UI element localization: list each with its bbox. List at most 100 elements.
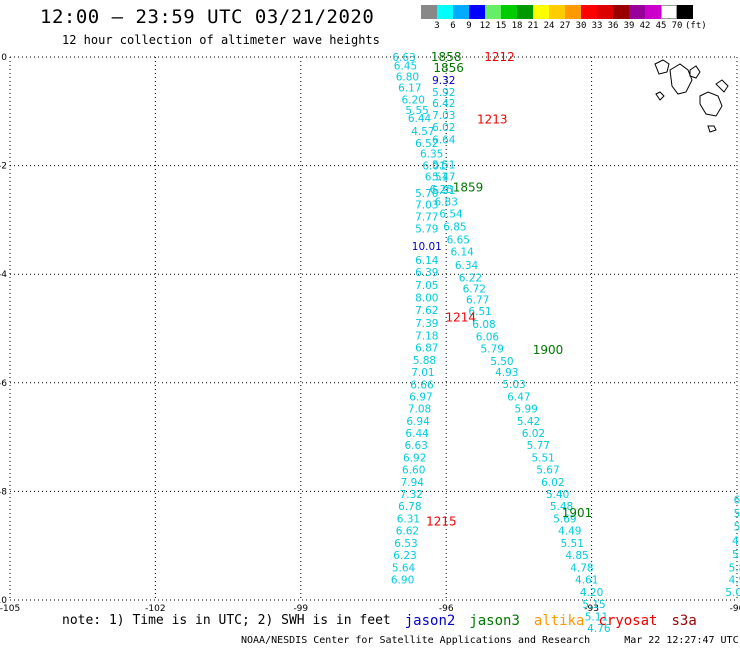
wave-height-label: 5.50 [490,356,513,368]
wave-height-label: 6.53 [394,538,417,550]
color-swatch [661,5,677,19]
wave-height-label: 7.62 [415,305,438,317]
wave-height-label: 6 [734,495,740,507]
color-scale-label: 70 [671,21,683,31]
page-subtitle: 12 hour collection of altimeter wave hei… [62,33,380,47]
wave-height-label: 5.47 [432,171,455,183]
wave-height-label: 6.52 [415,138,438,150]
wave-height-label: 5.69 [553,514,576,526]
wave-height-label: 5.03 [502,379,525,391]
legend-altika: altika [533,613,585,629]
pass-time-label: 1900 [533,343,564,357]
wave-height-label: 7.18 [415,331,438,343]
lon-tick-label: -102 [145,604,165,614]
lon-tick-label: -105 [0,604,20,614]
wave-height-label: 5.64 [392,562,416,574]
wave-height-label: 6.90 [391,574,414,586]
wave-height-label: 6.14 [450,246,474,258]
color-swatch [581,5,597,19]
lon-tick-label: -96 [439,604,454,614]
color-scale-label: 39 [623,21,635,31]
island-outline [654,59,670,75]
lat-tick-label: -10 [0,596,7,606]
wave-height-label: 6.08 [472,319,495,331]
wave-height-label: 6.65 [447,234,470,246]
pass-time-label: 1215 [426,514,457,528]
wave-height-label: 6.06 [476,332,500,344]
legend-note: note: 1) Time is in UTC; 2) SWH is in fe… [62,613,391,628]
wave-height-label: 7.94 [401,477,425,489]
wave-height-label: 6.23 [393,550,416,562]
color-scale-label: (ft) [685,21,707,31]
wave-height-label: 6.44 [408,113,432,125]
color-swatch [533,5,549,19]
lat-tick-label: -2 [0,162,7,172]
footer-credit: NOAA/NESDIS Center for Satellite Applica… [241,635,740,646]
wave-height-label: 5.67 [536,465,559,477]
color-swatch [485,5,501,19]
wave-height-label: 5.55 [405,105,428,117]
wave-height-label: 5.42 [517,416,540,428]
wave-height-label: 6.47 [507,391,530,403]
island-outline [707,125,717,133]
color-scale-label: 18 [511,21,523,31]
wave-height-label: 5.51 [531,453,554,465]
wave-height-label: 4. [732,535,740,547]
wave-height-label: 6.78 [398,501,421,513]
lat-tick-label: -4 [0,270,7,280]
wave-height-label: 4.76 [587,623,611,635]
wave-height-label: 6.60 [402,465,425,477]
wave-height-label: 7.39 [415,318,438,330]
wave-height-label: 6.85 [443,221,466,233]
island-outline [655,91,665,101]
color-scale-label: 24 [543,21,555,31]
color-swatch [501,5,517,19]
color-scale-label: 30 [575,21,587,31]
wave-height-label: 6.02 [522,428,545,440]
wave-height-label: 4.20 [580,587,603,599]
wave-height-label: 6.14 [415,255,439,267]
wave-height-label: 7.77 [415,212,438,224]
wave-height-label: 6.83 [435,196,458,208]
color-scale-label: 45 [655,21,667,31]
legend-jason3: jason3 [469,613,520,629]
color-swatch [629,5,645,19]
wave-height-label: 7.01 [411,367,434,379]
island-outline [669,63,693,95]
color-swatch [517,5,533,19]
color-scale-label: 33 [591,21,603,31]
wave-height-label: 5.48 [550,501,573,513]
color-swatch [469,5,485,19]
wave-height-label: 6.31 [397,514,420,526]
wave-height-label: 5.99 [514,403,537,415]
wave-height-label: 6.35 [420,149,443,161]
wave-height-label: 6.51 [468,306,491,318]
color-scale-label: 27 [559,21,571,31]
color-swatch [565,5,581,19]
lat-tick-label: -8 [0,487,7,497]
pass-time-label: 1858 [431,50,462,64]
wave-height-label: 5 [734,508,740,520]
legend-row: note: 1) Time is in UTC; 2) SWH is in fe… [62,613,697,629]
wave-height-label: 6.80 [396,72,419,84]
wave-height-label: 5 [734,522,740,534]
wave-height-label: 5.70 [415,188,438,200]
pass-time-label: 1214 [445,311,476,325]
island-outline [715,79,729,93]
wave-height-label: 5.88 [413,355,436,367]
wave-height-label: 6.01 [422,161,445,173]
wave-height-label: 5.79 [481,344,504,356]
wave-height-label: 7.32 [400,489,423,501]
pass-time-label: 1859 [453,180,484,194]
wave-height-label: 5.40 [546,489,569,501]
wave-height-label: 5.91 [432,185,455,197]
island-outline [699,91,723,117]
color-swatch [453,5,469,19]
wave-height-label: 4.57 [411,126,434,138]
wave-height-label: 6.97 [409,391,432,403]
wave-height-label: 4.85 [565,550,588,562]
legend-jason2: jason2 [404,613,456,629]
wave-height-label: 6.02 [541,477,564,489]
wave-height-label: 7.03 [415,200,438,212]
pass-time-label: 1901 [562,506,593,520]
